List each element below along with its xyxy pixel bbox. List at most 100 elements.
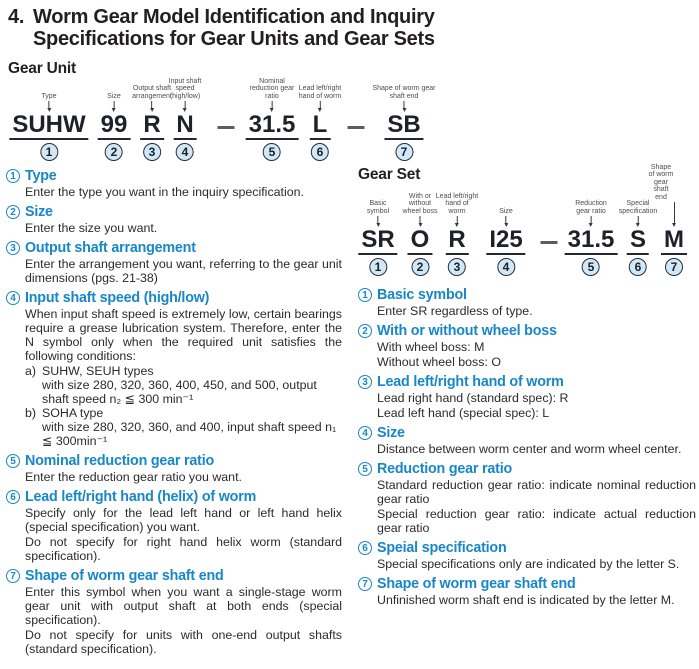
condition-item-b: b) SOHA type with size 280, 320, 360, an… (25, 406, 342, 448)
spec-item-lead-hand: 3 Lead left/right hand of worm Lead righ… (358, 374, 696, 420)
model-element-input-speed: Input shaft speed (high/low) N 4 (169, 76, 201, 162)
item-text: Do not specify for right hand helix worm… (25, 535, 342, 564)
page-title: 4. Worm Gear Model Identification and In… (8, 6, 435, 50)
model-element-label: Reduction gear ratio (575, 200, 607, 215)
model-symbol: R (445, 227, 469, 256)
condition-item-a: a) SUHW, SEUH types with size 280, 320, … (25, 364, 342, 406)
model-number-badge: 6 (629, 258, 647, 277)
item-text: Lead right hand (standard spec): R (377, 391, 569, 406)
item-text: Standard reduction gear ratio: indicate … (377, 478, 696, 507)
spec-item-shaft-end: 7 Shape of worm gear shaft end Enter thi… (6, 568, 342, 656)
item-text: Lead left hand (special spec): L (377, 406, 550, 421)
item-title: Type (25, 168, 57, 184)
item-number-badge: 2 (6, 205, 20, 220)
condition-text: SUHW, SEUH types with size 280, 320, 360… (42, 364, 317, 407)
model-number-badge: 7 (394, 143, 413, 162)
model-element-label: Type (41, 92, 57, 100)
down-arrow-icon (418, 216, 422, 227)
item-text: Enter this symbol when you want a single… (25, 585, 342, 628)
item-title: Size (25, 204, 53, 221)
down-arrow-icon (269, 101, 274, 112)
item-number-badge: 7 (358, 577, 372, 592)
model-element-wheel-boss: With or without wheel boss O 2 (402, 187, 438, 277)
gear-unit-model-diagram: Type SUHW 1 Size 99 2 Output shaft arran… (4, 76, 504, 162)
model-element-label: Size (499, 207, 513, 215)
model-symbol: I25 (486, 227, 526, 256)
spec-item-input-speed: 4 Input shaft speed (high/low) When inpu… (6, 290, 342, 448)
item-text: Do not specify for units with one-end ou… (25, 628, 342, 657)
model-dash (540, 241, 558, 244)
item-text: Without wheel boss: O (377, 355, 501, 370)
item-text: Enter SR regardless of type. (377, 304, 533, 318)
item-text: Distance between worm center and worm wh… (377, 442, 682, 457)
model-symbol: 99 (97, 112, 131, 141)
item-text: Unfinished worm shaft end is indicated b… (377, 593, 675, 608)
model-symbol: SR (358, 227, 398, 256)
item-number-badge: 3 (6, 241, 20, 256)
down-arrow-icon (182, 101, 187, 112)
model-symbol: SB (384, 112, 424, 141)
item-number-badge: 1 (358, 288, 372, 302)
item-text: Special specifications only are indicate… (377, 557, 680, 572)
down-arrow-icon (46, 101, 51, 112)
model-element-ratio: Reduction gear ratio 31.5 5 (564, 187, 618, 277)
item-title: Nominal reduction gear ratio (25, 453, 215, 470)
item-text: When input shaft speed is extremely low,… (25, 307, 342, 364)
down-arrow-icon (672, 202, 676, 227)
title-line-2: Specifications for Gear Units and Gear S… (33, 28, 435, 50)
item-text: With wheel boss: M (377, 340, 485, 355)
model-number-badge: 4 (175, 143, 194, 162)
model-number-badge: 1 (39, 143, 58, 162)
model-number-badge: 5 (263, 143, 281, 162)
model-symbol: SUHW (9, 112, 89, 141)
model-symbol: R (140, 112, 164, 141)
model-symbol: O (407, 227, 433, 256)
item-title: Output shaft arrangement (25, 240, 196, 257)
down-arrow-icon (149, 101, 154, 112)
item-number-badge: 5 (358, 462, 372, 477)
item-number-badge: 6 (6, 490, 20, 505)
gear-set-section: Gear Set Basic symbol SR 1 With or witho… (358, 164, 696, 612)
model-element-special-spec: Special specification S 6 (619, 187, 657, 277)
spec-item-lead-hand: 6 Lead left/right hand (helix) of worm S… (6, 489, 342, 563)
item-number-badge: 3 (358, 375, 372, 390)
gear-unit-spec-list: 1 Type Enter the type you want in the in… (6, 168, 342, 661)
spec-item-wheel-boss: 2 With or without wheel boss With wheel … (358, 323, 696, 369)
model-element-basic-symbol: Basic symbol SR 1 (358, 187, 398, 277)
condition-text: SOHA type with size 280, 320, 360, and 4… (42, 406, 337, 449)
model-element-size: Size I25 4 (486, 187, 526, 277)
spec-item-reduction-ratio: 5 Reduction gear ratio Standard reductio… (358, 461, 696, 535)
model-number-badge: 6 (310, 143, 329, 162)
model-element-lead-hand: Lead left/right hand of worm L 6 (299, 76, 341, 162)
spec-item-basic-symbol: 1 Basic symbol Enter SR regardless of ty… (358, 287, 696, 318)
model-symbol: 31.5 (564, 227, 618, 256)
item-text: Enter the type you want in the inquiry s… (25, 185, 304, 199)
model-dash (347, 126, 365, 129)
down-arrow-icon (589, 216, 593, 227)
item-title: Lead left/right hand (helix) of worm (25, 489, 257, 506)
model-element-lead-hand: Lead left/right hand of worm R 3 (436, 187, 478, 277)
model-element-shaft-end: Shape of worm gear shaft end SB 7 (372, 76, 436, 162)
item-number-badge: 4 (358, 426, 372, 441)
list-marker: b) (25, 406, 37, 421)
item-number-badge: 5 (6, 454, 20, 469)
item-text: Special reduction gear ratio: indicate a… (377, 507, 696, 536)
down-arrow-icon (317, 101, 322, 112)
model-number-badge: 2 (411, 258, 429, 277)
title-lines: Worm Gear Model Identification and Inqui… (33, 6, 435, 50)
down-arrow-icon (454, 216, 459, 227)
down-arrow-icon (376, 216, 380, 227)
model-dash (217, 126, 235, 129)
item-title: Reduction gear ratio (377, 461, 513, 478)
model-number-badge: 4 (497, 258, 515, 277)
model-element-ratio: Nominal reduction gear ratio 31.5 5 (245, 76, 299, 162)
item-text: Specify only for the lead left hand or l… (25, 506, 342, 535)
model-symbol: L (309, 112, 331, 141)
item-number-badge: 1 (6, 169, 20, 183)
item-text: Enter the reduction gear ratio you want. (25, 470, 242, 485)
model-element-label: Size (107, 92, 121, 100)
model-number-badge: 2 (104, 143, 123, 162)
item-title: Input shaft speed (high/low) (25, 290, 210, 307)
model-number-badge: 1 (369, 258, 387, 277)
list-marker: a) (25, 364, 37, 379)
